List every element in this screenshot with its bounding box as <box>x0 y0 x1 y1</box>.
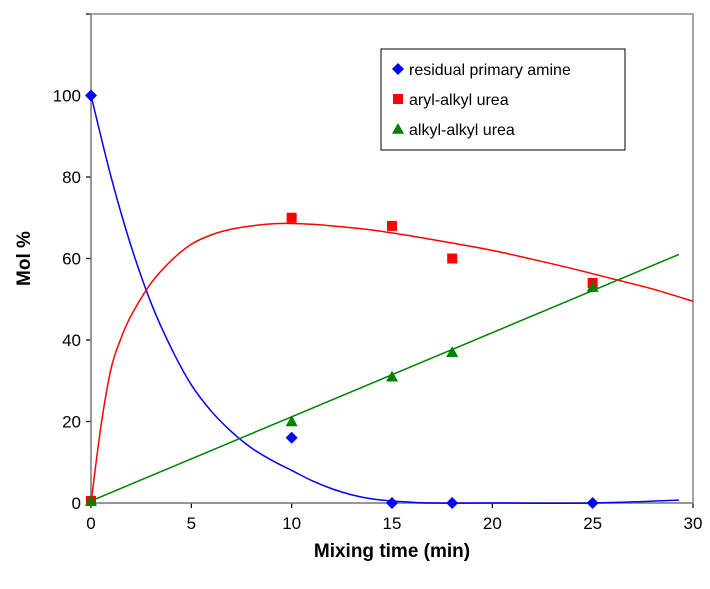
data-point-aryl-alkyl-urea <box>286 212 297 223</box>
x-tick-label: 30 <box>684 514 703 533</box>
data-point-aryl-alkyl-urea <box>447 253 458 264</box>
fit-curve-alkyl-alkyl-urea <box>90 253 680 502</box>
x-tick-label: 25 <box>583 514 602 533</box>
fit-curves <box>90 95 694 504</box>
legend-label-residual-primary-amine: residual primary amine <box>409 62 571 79</box>
data-point-residual-primary-amine <box>586 497 599 509</box>
data-point-aryl-alkyl-urea <box>387 220 397 231</box>
fit-curve-aryl-alkyl-urea <box>90 222 694 504</box>
data-point-residual-primary-amine <box>85 89 97 102</box>
x-tick-label: 20 <box>483 514 502 533</box>
data-point-alkyl-alkyl-urea <box>85 494 97 506</box>
data-point-residual-primary-amine <box>386 497 398 509</box>
legend: residual primary amine aryl-alkyl urea alk… <box>380 48 626 151</box>
data-point-residual-primary-amine <box>446 497 459 509</box>
x-tick-label: 10 <box>282 514 301 533</box>
y-tick-label: 80 <box>62 168 81 187</box>
x-tick-label: 0 <box>86 514 95 533</box>
y-tick-label: 0 <box>72 494 81 513</box>
x-tick-label: 15 <box>383 514 402 533</box>
legend-marker-residual-primary-amine <box>392 63 404 75</box>
x-axis-title: Mixing time (min) <box>314 541 470 562</box>
y-tick-label: 100 <box>53 87 81 106</box>
legend-marker-alkyl-alkyl-urea <box>392 123 404 134</box>
y-tick-label: 20 <box>62 413 81 432</box>
data-point-alkyl-alkyl-urea <box>446 346 459 358</box>
fit-curve-residual-primary-amine <box>90 95 679 504</box>
data-point-alkyl-alkyl-urea <box>386 370 398 382</box>
data-markers <box>85 89 599 509</box>
y-tick-label: 40 <box>62 331 81 350</box>
data-point-alkyl-alkyl-urea <box>285 415 298 427</box>
legend-label-alkyl-alkyl-urea: alkyl-alkyl urea <box>409 122 515 139</box>
legend-marker-aryl-alkyl-urea <box>393 94 403 104</box>
x-tick-label: 5 <box>187 514 196 533</box>
y-axis-title: Mol % <box>14 231 35 286</box>
legend-label-aryl-alkyl-urea: aryl-alkyl urea <box>409 92 509 109</box>
data-point-alkyl-alkyl-urea <box>586 281 599 292</box>
y-tick-label: 60 <box>62 250 81 269</box>
data-point-residual-primary-amine <box>285 431 298 444</box>
legend-box <box>380 48 626 151</box>
